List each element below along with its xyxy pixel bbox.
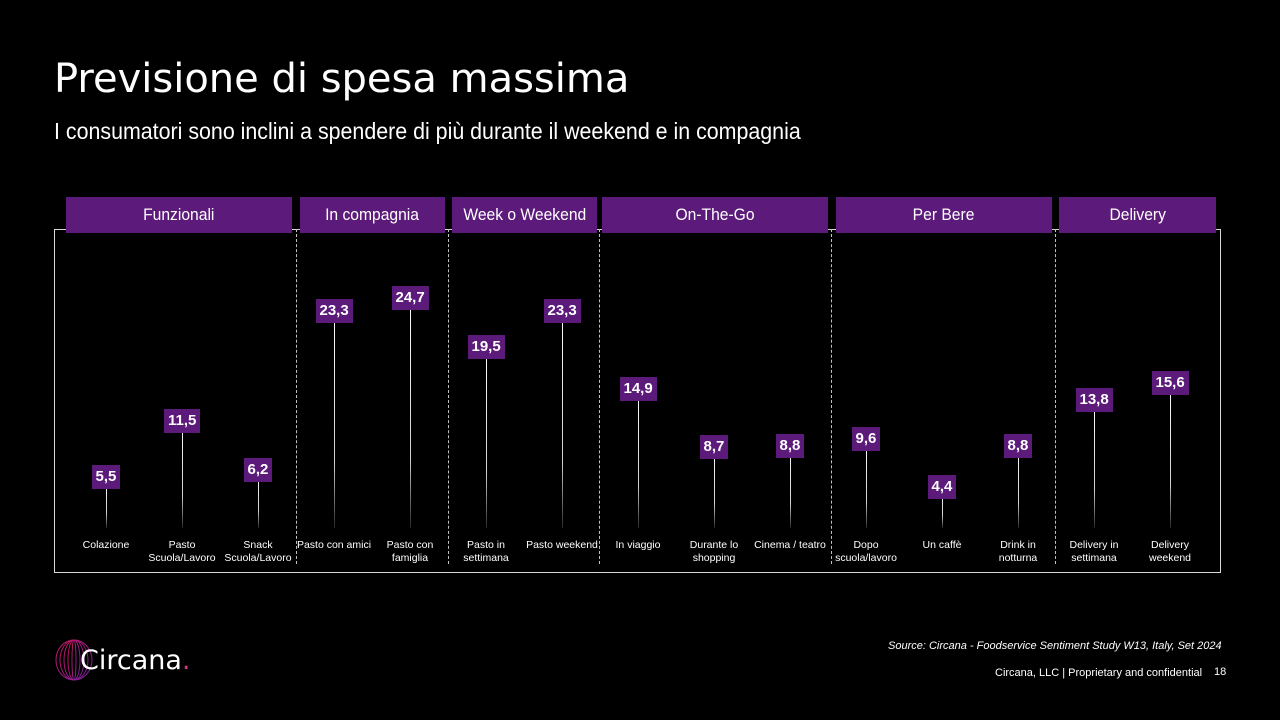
category-label: Pasto con amici <box>294 539 374 552</box>
data-label: 9,6 <box>851 426 881 451</box>
category-label-line: Colazione <box>82 539 130 551</box>
category-label-line: Pasto con <box>386 539 434 551</box>
bar-stem <box>1170 382 1171 528</box>
category-label-line: Pasto weekend <box>526 539 598 551</box>
bar-stem <box>790 446 791 528</box>
category-label: Pasto Scuola/Lavoro <box>142 539 222 565</box>
data-label: 5,5 <box>91 464 121 489</box>
group-header-label: Delivery <box>1109 205 1166 224</box>
category-label-line: Un caffè <box>922 539 962 551</box>
source-note: Source: Circana - Foodservice Sentiment … <box>888 640 1222 652</box>
category-label: Pasto con famiglia <box>370 539 450 565</box>
group-header-label: Funzionali <box>143 205 215 224</box>
category-label: Pasto weekend <box>522 539 602 552</box>
data-label: 8,8 <box>1003 434 1033 459</box>
data-label: 14,9 <box>619 377 657 402</box>
category-label-line: Pasto in <box>467 539 505 551</box>
category-label-line: scuola/lavoro <box>835 552 897 564</box>
group-header-2: In compagnia <box>300 197 445 233</box>
category-label-line: Drink in <box>1000 539 1036 551</box>
data-label: 23,3 <box>315 299 353 324</box>
category-label-line: settimana <box>1071 552 1117 564</box>
logo-wordmark: Circana. <box>80 645 191 676</box>
category-label-line: Cinema / teatro <box>754 539 826 551</box>
category-label: Drink in notturna <box>978 539 1058 565</box>
data-label: 19,5 <box>467 334 505 359</box>
group-header-label: Week o Weekend <box>463 205 586 224</box>
category-label: Pasto in settimana <box>446 539 526 565</box>
page-title: Previsione di spesa massima <box>54 56 630 102</box>
category-label: Durante lo shopping <box>674 539 754 565</box>
bar-stem <box>1094 399 1095 528</box>
category-label-line: In viaggio <box>615 539 661 551</box>
page-subtitle: I consumatori sono inclini a spendere di… <box>54 118 801 144</box>
group-header-label: Per Bere <box>913 205 975 224</box>
data-label: 4,4 <box>927 475 957 500</box>
bar-stem <box>182 421 183 528</box>
logo-dot: . <box>181 644 191 676</box>
data-label: 23,3 <box>543 299 581 324</box>
group-header-3: Week o Weekend <box>452 197 597 233</box>
group-header-1: Funzionali <box>66 197 292 233</box>
data-label: 8,7 <box>699 435 729 460</box>
bar-stem <box>486 346 487 528</box>
category-label: Colazione <box>66 539 146 552</box>
group-divider <box>296 229 297 564</box>
data-label: 11,5 <box>164 409 201 434</box>
data-label: 6,2 <box>243 458 273 483</box>
group-header-6: Delivery <box>1059 197 1216 233</box>
group-divider <box>448 229 449 564</box>
group-divider <box>831 229 832 564</box>
footer-text: Circana, LLC | Proprietary and confident… <box>995 667 1203 679</box>
circana-logo: Circana. <box>54 638 191 682</box>
data-label: 8,8 <box>775 434 805 459</box>
category-label: Delivery in settimana <box>1054 539 1134 565</box>
category-label-line: Snack <box>243 539 273 551</box>
bar-stem <box>714 447 715 528</box>
bar-stem <box>258 470 259 528</box>
category-label-line: famiglia <box>391 552 429 564</box>
category-label-line: Delivery <box>1151 539 1189 551</box>
page-number: 18 <box>1214 666 1227 678</box>
category-label-line: Durante lo <box>689 539 739 551</box>
group-divider <box>1055 229 1056 564</box>
category-label: Un caffè <box>902 539 982 552</box>
data-label: 13,8 <box>1075 387 1113 412</box>
bar-stem <box>638 389 639 528</box>
bar-stem <box>942 487 943 528</box>
bar-stem <box>106 476 107 528</box>
bar-stem <box>562 311 563 528</box>
category-label: Cinema / teatro <box>750 539 830 552</box>
category-label-line: shopping <box>692 552 736 564</box>
category-label: Delivery weekend <box>1130 539 1210 565</box>
group-header-label: On-The-Go <box>675 205 755 224</box>
category-label-line: settimana <box>463 552 509 564</box>
data-label: 24,7 <box>391 286 429 311</box>
data-label: 15,6 <box>1151 370 1189 395</box>
category-label-line: Pasto con amici <box>296 539 372 551</box>
category-label-line: Delivery in <box>1069 539 1119 551</box>
bar-stem <box>334 311 335 528</box>
group-header-5: Per Bere <box>836 197 1052 233</box>
category-label-line: weekend <box>1148 552 1192 564</box>
bar-stem <box>866 438 867 528</box>
category-label-line: notturna <box>998 552 1038 564</box>
group-header-4: On-The-Go <box>602 197 828 233</box>
group-divider <box>599 229 600 564</box>
category-label-line: Pasto <box>168 539 196 551</box>
group-header-label: In compagnia <box>325 205 420 224</box>
bar-stem <box>410 298 411 528</box>
bar-stem <box>1018 446 1019 528</box>
category-label-line: Scuola/Lavoro <box>148 552 216 564</box>
logo-text: Circana <box>80 644 182 676</box>
category-label: Dopo scuola/lavoro <box>826 539 906 565</box>
category-label-line: Scuola/Lavoro <box>224 552 292 564</box>
category-label: In viaggio <box>598 539 678 552</box>
circana-logo-icon <box>55 639 93 681</box>
category-label: Snack Scuola/Lavoro <box>218 539 298 565</box>
category-label-line: Dopo <box>853 539 879 551</box>
